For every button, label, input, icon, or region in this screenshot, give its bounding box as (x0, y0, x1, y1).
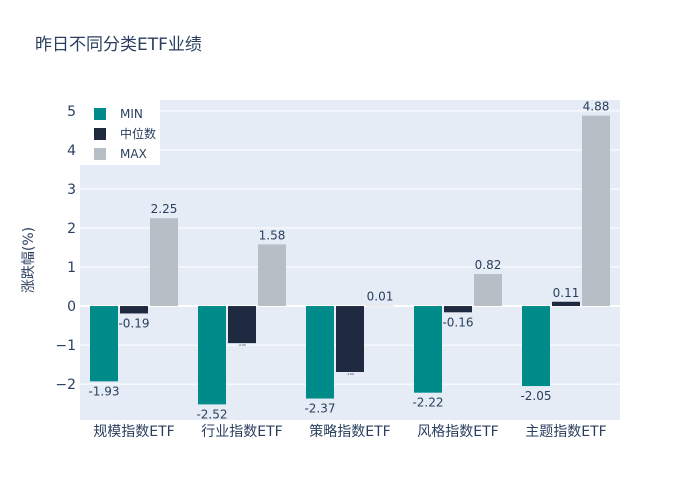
bar-MIN (414, 306, 442, 393)
bar-MIN (90, 306, 118, 382)
bar-MAX (258, 244, 286, 307)
y-tick-label: 0 (67, 299, 76, 315)
data-label: -0.19 (118, 316, 149, 330)
bar-MAX (150, 218, 178, 307)
y-tick-label: 3 (67, 182, 76, 198)
x-tick-label: 行业指数ETF (201, 424, 282, 440)
bar-MAX (366, 305, 394, 307)
bar-MAX (582, 115, 610, 307)
data-label: -0.16 (442, 315, 473, 329)
bar-中位数 (336, 306, 364, 372)
legend-label: 中位数 (120, 126, 156, 141)
data-label: -2.22 (412, 396, 443, 410)
y-tick-label: 5 (67, 104, 76, 120)
x-tick-label: 主题指数ETF (525, 424, 606, 440)
y-tick-label: 1 (67, 260, 76, 276)
data-label: -1.69 (346, 372, 354, 376)
bar-中位数 (120, 306, 148, 314)
bar-中位数 (444, 306, 472, 313)
legend-label: MAX (120, 147, 147, 161)
legend-swatch (94, 108, 106, 120)
bar-MIN (522, 306, 550, 387)
x-tick-label: 策略指数ETF (309, 423, 390, 440)
bar-MIN (198, 306, 226, 405)
data-label: 0.01 (367, 290, 394, 304)
bar-MAX (474, 274, 502, 307)
chart-title: 昨日不同分类ETF业绩 (35, 35, 202, 55)
data-label: -2.05 (520, 389, 551, 403)
legend-swatch (94, 128, 106, 140)
legend-label: MIN (120, 107, 143, 121)
data-label: 2.25 (151, 202, 178, 216)
data-label: 0.82 (475, 258, 502, 272)
data-label: -2.52 (196, 407, 227, 421)
data-label: -0.95 (238, 343, 246, 347)
y-tick-label: −2 (55, 377, 76, 393)
bar-中位数 (552, 301, 580, 307)
x-tick-label: 规模指数ETF (93, 424, 174, 440)
legend-swatch (94, 148, 106, 160)
x-tick-label: 风格指数ETF (417, 424, 498, 440)
y-tick-label: 2 (67, 221, 76, 237)
data-label: -2.37 (304, 402, 335, 416)
y-tick-label: 4 (67, 143, 76, 159)
data-label: 4.88 (583, 100, 610, 114)
y-axis-label: 涨跌幅(%) (21, 227, 37, 293)
data-label: 0.11 (553, 286, 580, 300)
legend-box (80, 100, 160, 165)
bar-MIN (306, 306, 334, 399)
bar-中位数 (228, 306, 256, 344)
data-label: -1.93 (88, 384, 119, 398)
data-label: 1.58 (259, 228, 286, 242)
y-tick-label: −1 (55, 338, 76, 354)
